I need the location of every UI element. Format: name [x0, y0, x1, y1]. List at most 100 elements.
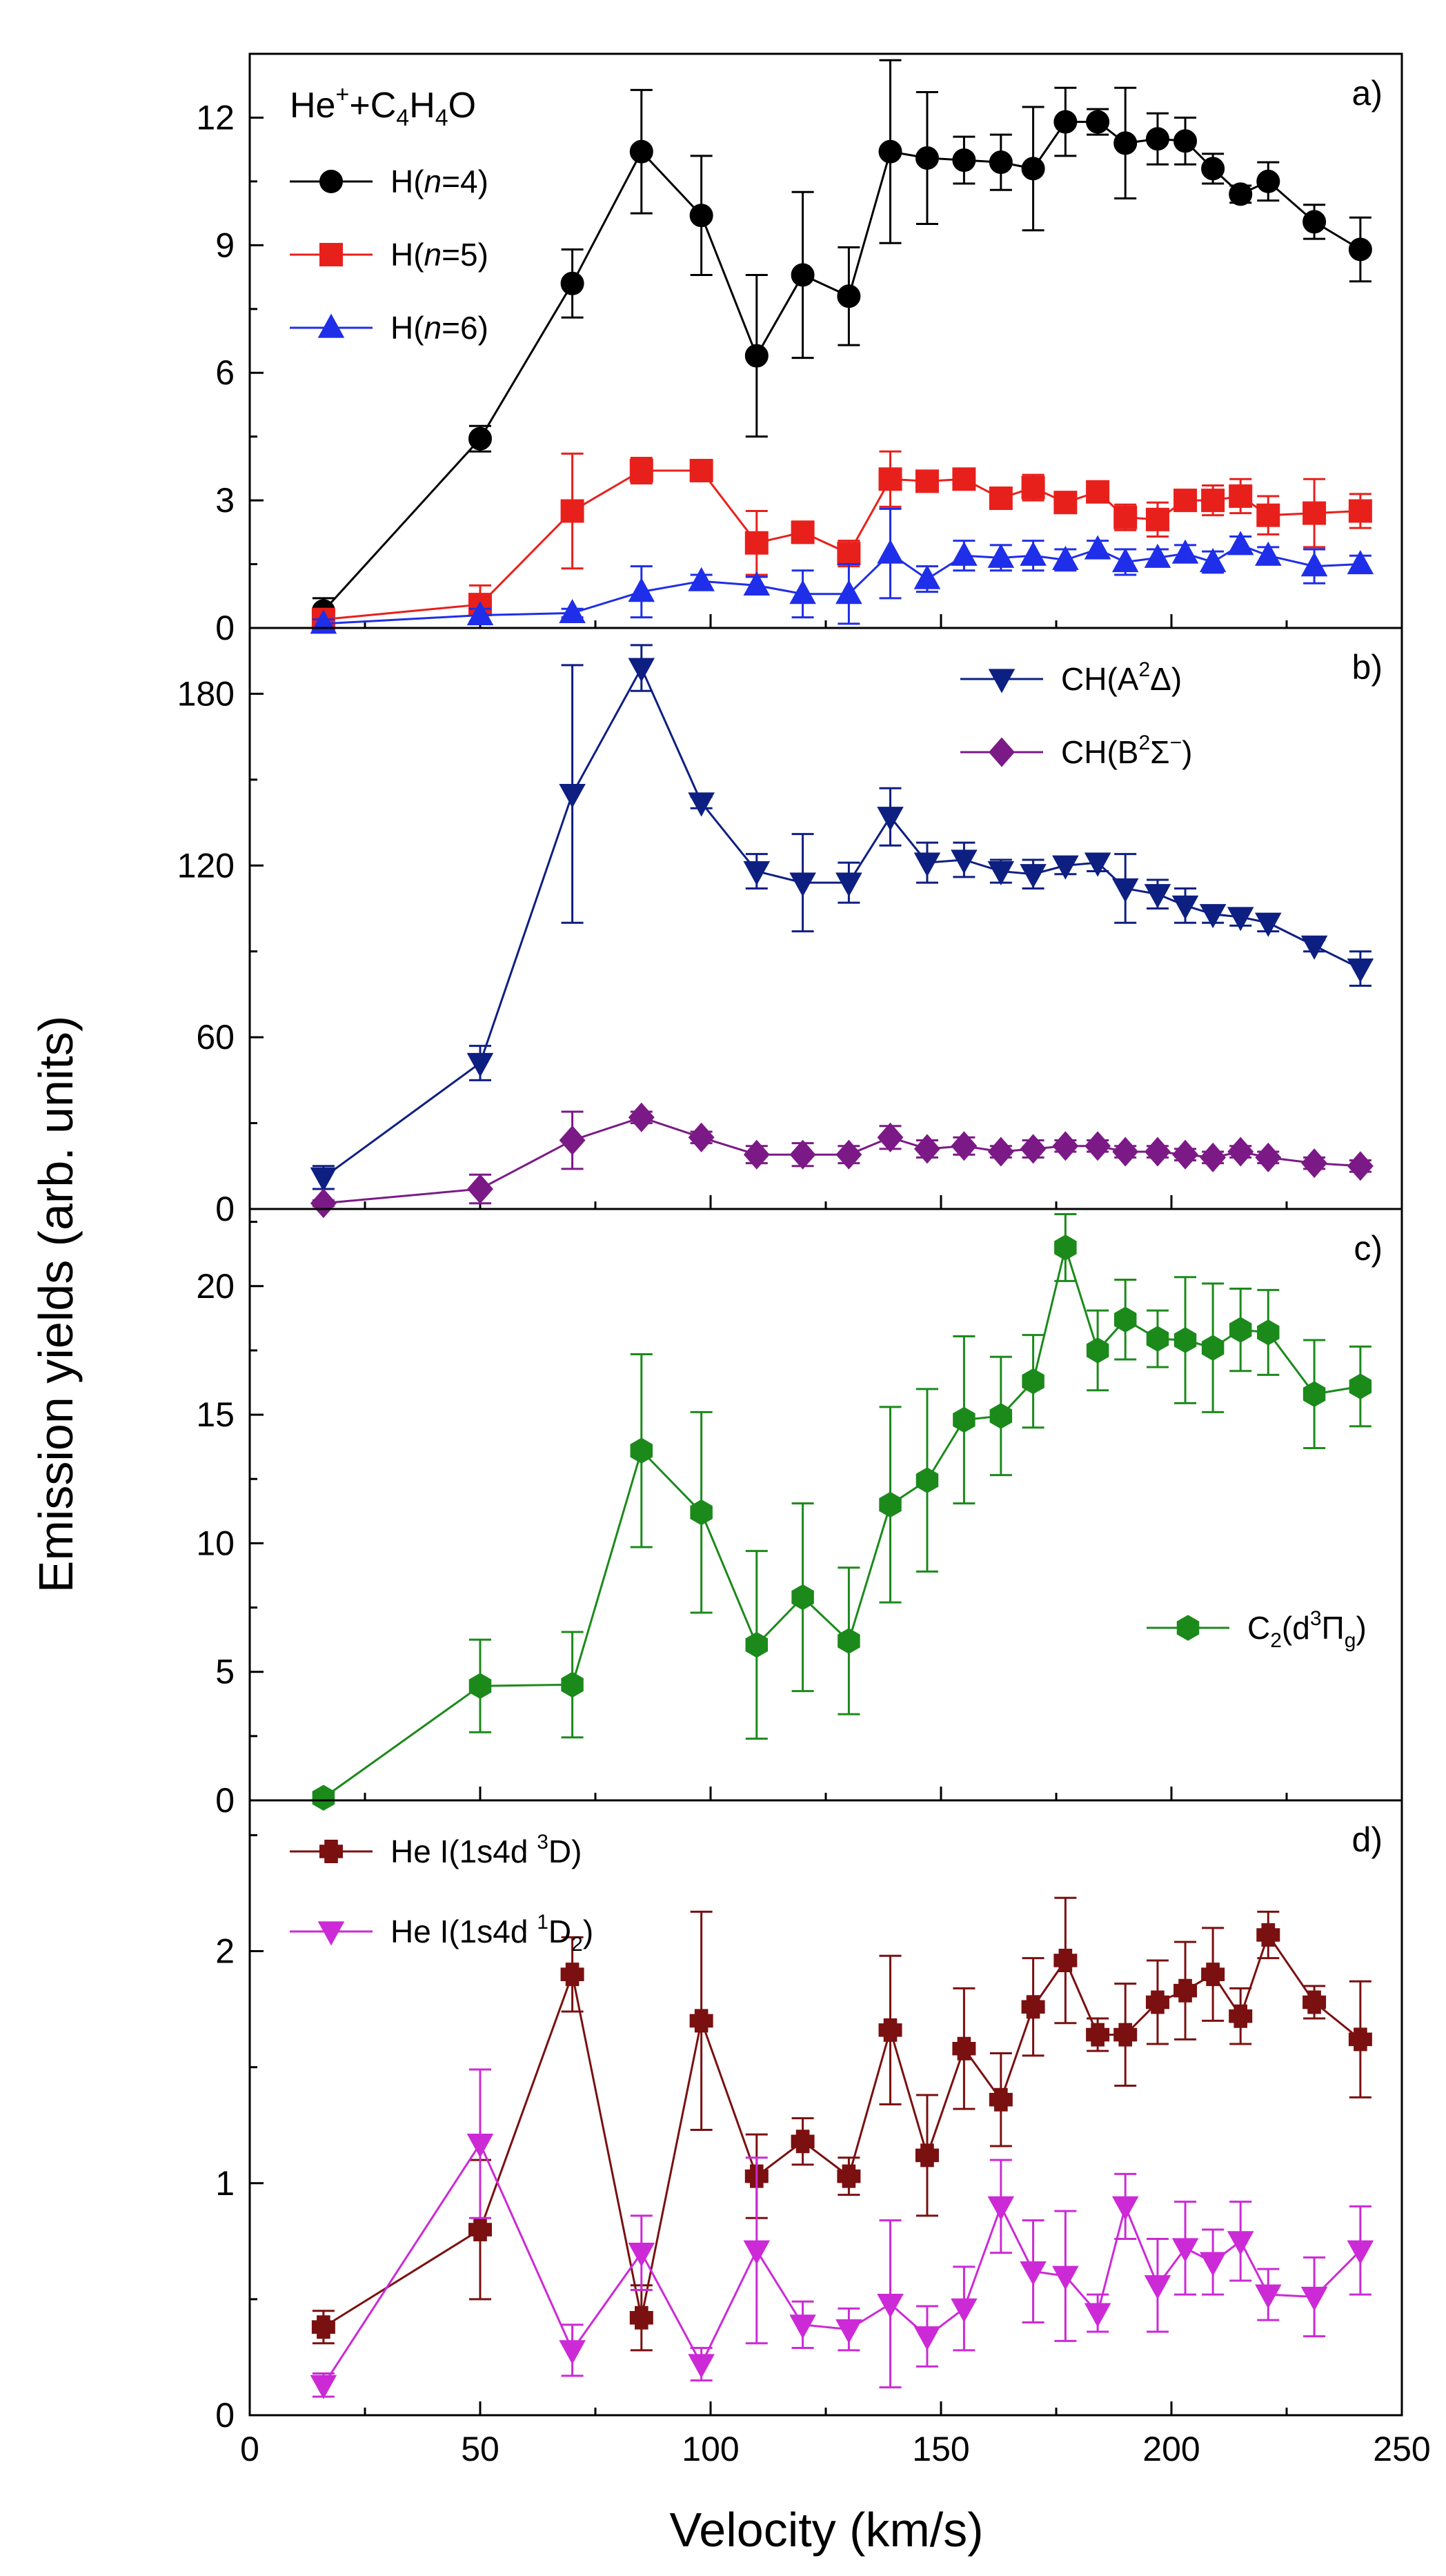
data-point [467, 1174, 493, 1204]
data-point [1229, 2004, 1253, 2028]
data-point [1145, 507, 1169, 531]
data-point [1199, 547, 1227, 573]
data-point [878, 139, 902, 164]
data-point [1303, 210, 1327, 234]
legend-label: CH(A2Δ) [1061, 658, 1182, 697]
legend-label: H(n=4) [390, 164, 488, 199]
data-point [1173, 489, 1198, 513]
data-point [1229, 484, 1253, 508]
data-point [559, 2340, 586, 2365]
data-point [1022, 1368, 1044, 1395]
data-point [951, 1131, 978, 1161]
data-point [1347, 2240, 1374, 2265]
x-tick-label: 50 [461, 2430, 499, 2468]
plot-frame [248, 627, 1403, 1210]
y-tick-label: 5 [215, 1653, 235, 1691]
data-point [468, 426, 492, 451]
data-point [560, 271, 584, 295]
data-point [628, 578, 655, 602]
x-tick-label: 0 [240, 2430, 259, 2468]
x-axis-label: Velocity (km/s) [669, 2503, 983, 2557]
data-point [688, 1122, 715, 1152]
data-point [312, 1784, 335, 1811]
legend-entry: He I(1s4d 3D) [290, 1831, 582, 1869]
data-point [915, 2143, 939, 2167]
data-point [1300, 552, 1328, 577]
data-point [1348, 237, 1372, 262]
data-point [1301, 1148, 1328, 1179]
data-point [1086, 480, 1110, 504]
data-point [629, 458, 653, 482]
data-point [1021, 157, 1045, 181]
data-point [1256, 503, 1280, 527]
data-point [1020, 864, 1047, 889]
data-point [1254, 2284, 1282, 2309]
data-point [1227, 531, 1254, 555]
series-b-1 [310, 1102, 1374, 1219]
data-point [877, 1122, 904, 1152]
data-point [561, 1671, 584, 1698]
data-point [1113, 2023, 1138, 2047]
data-point [1053, 110, 1078, 134]
data-point [1145, 1990, 1169, 2014]
y-tick-label: 3 [215, 481, 235, 520]
x-tick-label: 100 [682, 2430, 739, 2468]
data-point [951, 849, 978, 874]
data-point [1300, 935, 1328, 960]
data-point [1111, 547, 1139, 573]
data-point [1171, 2238, 1199, 2263]
data-point [1256, 169, 1280, 193]
legend-entry: H(n=4) [290, 164, 488, 199]
data-point [1201, 1963, 1225, 1987]
legend-marker [319, 1840, 343, 1863]
y-tick-label: 60 [196, 1018, 235, 1056]
data-point [1300, 2286, 1328, 2311]
data-point [1084, 2303, 1111, 2328]
y-tick-label: 20 [196, 1267, 235, 1306]
data-point [1347, 550, 1374, 575]
data-point [789, 580, 816, 604]
data-point [310, 1188, 337, 1219]
data-point [1303, 501, 1327, 525]
data-point [915, 469, 939, 493]
y-tick-label: 15 [196, 1395, 235, 1434]
data-point [1229, 182, 1253, 206]
data-point [311, 2315, 335, 2339]
data-point [878, 467, 902, 491]
legend-label: He I(1s4d 3D) [390, 1831, 582, 1869]
panel-b: 0 60 120 180 b) CH(A2Δ) CH(B2Σ−) [177, 627, 1403, 1228]
data-point [987, 543, 1015, 568]
data-point [688, 567, 715, 591]
y-tick-label: 0 [215, 2396, 235, 2435]
data-point [1086, 1337, 1109, 1364]
legend-entry: H(n=5) [290, 237, 488, 273]
data-point [310, 1167, 337, 1192]
data-point [837, 2164, 861, 2188]
legend-entry: CH(A2Δ) [960, 658, 1182, 697]
data-point [466, 2134, 494, 2159]
data-point [1256, 1923, 1280, 1947]
data-point [835, 872, 862, 897]
data-point [1227, 2231, 1254, 2256]
data-point [1349, 1373, 1372, 1399]
data-point [1113, 1306, 1137, 1333]
data-point [1111, 2196, 1139, 2221]
data-point [466, 601, 494, 626]
data-point [1021, 1995, 1045, 2019]
data-point [1084, 852, 1111, 877]
data-point [1052, 2265, 1079, 2290]
legend-label: H(n=5) [390, 237, 488, 273]
data-point [1145, 1137, 1171, 1167]
data-point [987, 2196, 1015, 2221]
data-point [1171, 539, 1199, 564]
legend-marker [319, 170, 343, 193]
legend-marker [1176, 1615, 1200, 1641]
data-point [789, 1139, 816, 1170]
data-point [1086, 2023, 1110, 2047]
legend-marker [988, 669, 1016, 694]
y-tick-label: 6 [215, 353, 235, 392]
data-point [1052, 1131, 1079, 1161]
data-point [914, 1134, 940, 1164]
data-point [628, 2243, 655, 2268]
